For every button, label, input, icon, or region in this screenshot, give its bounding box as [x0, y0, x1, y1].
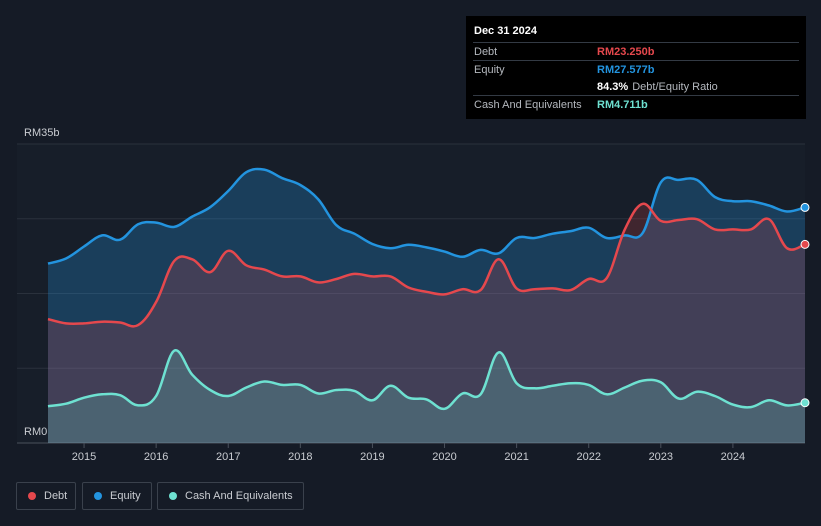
y-tick-label: RM35b — [24, 127, 59, 139]
tooltip-equity-label: Equity — [474, 63, 505, 76]
y-tick-label: RM0 — [24, 426, 47, 438]
debt-line — [47, 202, 806, 328]
axis-layer: 2015 2016 2017 2018 2019 2020 2021 2022 2023 2024… — [24, 127, 745, 463]
equity-end-marker[interactable] — [800, 202, 810, 212]
equity-area — [48, 168, 805, 443]
legend-debt-label: Debt — [44, 490, 68, 502]
tooltip-cash-label: Cash And Equivalents — [474, 98, 582, 111]
legend-item-cash[interactable]: Cash And Equivalents — [157, 482, 304, 510]
equity-line — [47, 167, 806, 265]
legend-equity-label: Equity — [110, 490, 141, 502]
x-tick-label: 2022 — [576, 451, 600, 463]
x-tick-label: 2018 — [288, 451, 312, 463]
cash-and-equivalents-end-marker[interactable] — [800, 398, 810, 408]
debt-legend-dot-icon — [28, 492, 36, 500]
x-tick-label: 2017 — [216, 451, 240, 463]
tooltip-row-equity: Equity RM27.577b — [473, 60, 799, 78]
tooltip-debt-value: RM23.250b — [597, 45, 655, 58]
tooltip-cash-value: RM4.711b — [597, 98, 648, 111]
x-tick-label: 2021 — [504, 451, 528, 463]
tooltip-date: Dec 31 2024 — [474, 25, 537, 37]
x-tick-label: 2019 — [360, 451, 384, 463]
tooltip-ratio-value: 84.3% — [597, 80, 629, 93]
x-tick-label: 2015 — [72, 451, 96, 463]
debt-area — [48, 203, 805, 443]
cash-and-equivalents-line — [47, 349, 806, 411]
series-layer — [47, 167, 810, 443]
legend-item-equity[interactable]: Equity — [82, 482, 152, 510]
tooltip-row-cash: Cash And Equivalents RM4.711b — [473, 95, 799, 113]
debt-end-marker[interactable] — [800, 239, 810, 249]
value-tooltip: Dec 31 2024 Debt RM23.250b Equity RM27.5… — [466, 16, 806, 119]
cash-legend-dot-icon — [169, 492, 177, 500]
tooltip-row-debt: Debt RM23.250b — [473, 42, 799, 60]
grid-lines — [17, 143, 805, 444]
x-tick-label: 2020 — [432, 451, 456, 463]
legend-item-debt[interactable]: Debt — [16, 482, 76, 510]
tooltip-ratio-label: Debt/Equity Ratio — [632, 80, 718, 93]
tooltip-equity-value: RM27.577b — [597, 63, 655, 76]
x-tick-label: 2016 — [144, 451, 168, 463]
legend-cash-label: Cash And Equivalents — [185, 490, 293, 502]
x-tick-label: 2024 — [721, 451, 745, 463]
cash-and-equivalents-area — [48, 350, 805, 443]
x-tick-label: 2023 — [649, 451, 673, 463]
tooltip-debt-label: Debt — [474, 45, 498, 58]
equity-legend-dot-icon — [94, 492, 102, 500]
tooltip-row-ratio: 84.3% Debt/Equity Ratio — [473, 78, 799, 95]
